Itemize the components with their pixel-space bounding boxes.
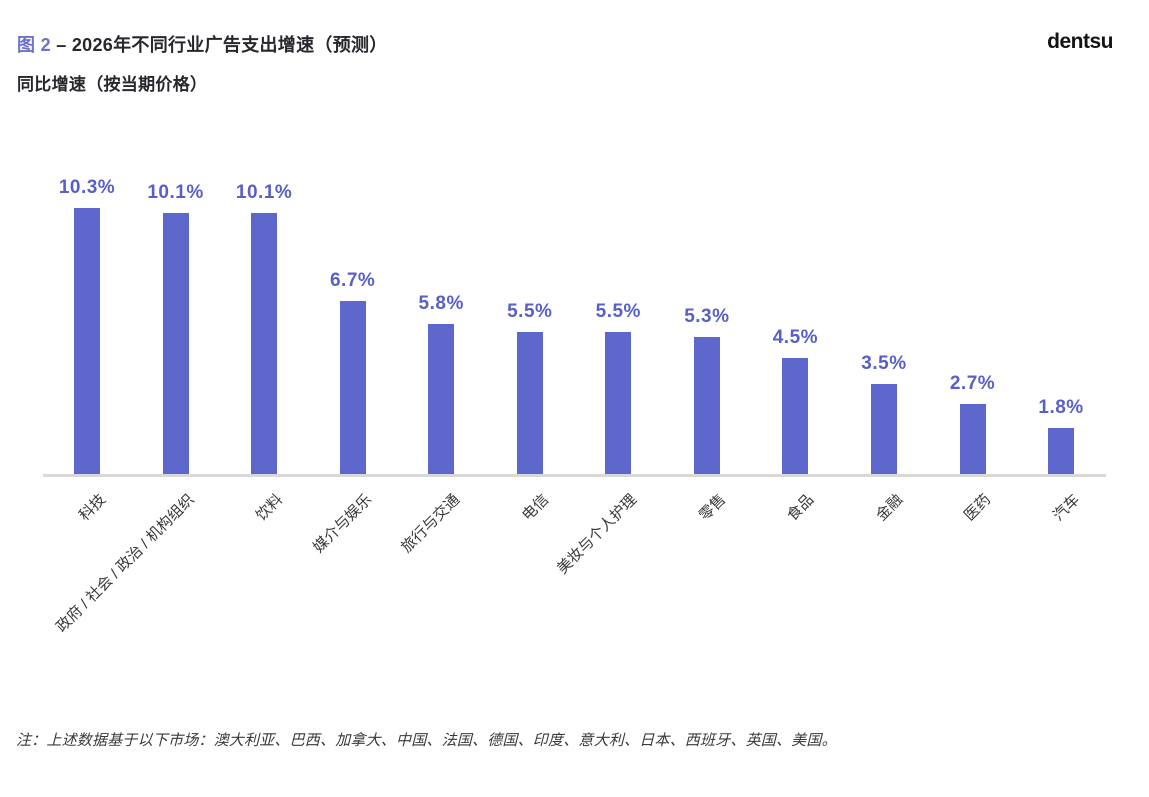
bar	[693, 337, 720, 474]
bar-value-label: 3.5%	[861, 353, 907, 374]
bar-value-label: 6.7%	[329, 270, 376, 291]
bar	[605, 332, 632, 474]
bar	[1048, 428, 1075, 474]
bar	[251, 213, 278, 474]
bar	[782, 358, 809, 474]
x-axis-category-label: 电信	[518, 491, 552, 525]
x-axis-category-label: 食品	[784, 491, 818, 525]
x-axis-category-label: 零售	[695, 491, 730, 525]
chart-title-text: – 2026年不同行业广告支出增速（预测）	[56, 35, 388, 55]
bar-value-label: 10.3%	[58, 177, 116, 198]
dentsu-logo: dentsu	[1047, 30, 1113, 53]
x-axis-category-label: 媒介与娱乐	[309, 491, 375, 557]
bar-value-label: 5.8%	[418, 293, 464, 314]
bar-value-label: 10.1%	[147, 182, 204, 203]
bar	[516, 332, 543, 474]
x-axis-labels: 科技 政府 / 社会 / 政治 / 机构组织 饮料 媒介与娱乐 旅行与交通 电信 美妆与个人…	[43, 489, 1106, 709]
chart-subtitle: 同比增速（按当期价格）	[17, 75, 208, 94]
bar-value-label: 5.3%	[684, 306, 730, 327]
bar-value-label: 5.5%	[595, 301, 641, 322]
bar	[870, 384, 897, 474]
bar-chart: 10.3% 10.1% 10.1% 6.7% 5.8% 5.5% 5.5% 5.3% 4.5% 3…	[43, 170, 1106, 477]
x-axis-category-label: 汽车	[1049, 491, 1084, 525]
x-axis-category-label: 医药	[961, 491, 995, 525]
x-axis-category-label: 旅行与交通	[398, 491, 464, 557]
x-axis-category-label: 政府 / 社会 / 政治 / 机构组织	[53, 491, 198, 636]
x-axis-category-label: 科技	[75, 491, 110, 525]
bar-value-label: 2.7%	[949, 373, 996, 394]
x-axis-category-label: 金融	[872, 491, 907, 525]
bar	[339, 301, 366, 474]
bar-value-label: 4.5%	[772, 327, 819, 348]
x-axis-category-label: 美妆与个人护理	[554, 491, 641, 578]
bar	[74, 208, 100, 474]
bar	[162, 213, 189, 474]
bar-value-label: 1.8%	[1038, 397, 1084, 418]
bar	[428, 324, 455, 474]
x-axis-category-label: 饮料	[253, 491, 287, 525]
chart-title: 图 2 – 2026年不同行业广告支出增速（预测）	[17, 31, 388, 57]
figure-number-label: 图 2	[17, 35, 51, 55]
footnote: 注：上述数据基于以下市场：澳大利亚、巴西、加拿大、中国、法国、德国、印度、意大利…	[16, 732, 837, 749]
bar	[959, 404, 986, 474]
bar-value-label: 5.5%	[507, 301, 553, 322]
bar-value-label: 10.1%	[235, 182, 293, 203]
